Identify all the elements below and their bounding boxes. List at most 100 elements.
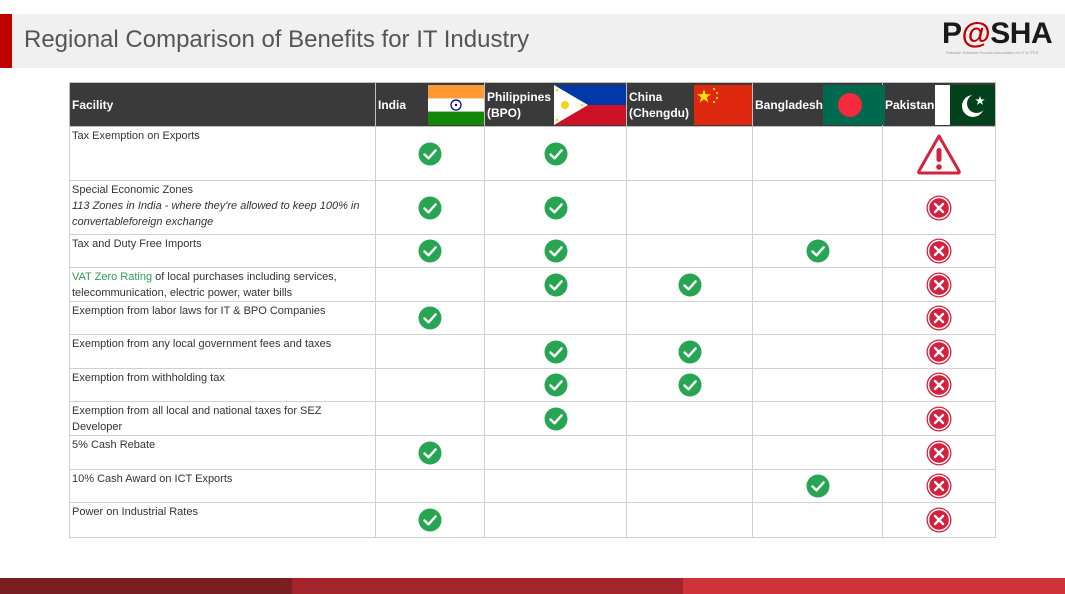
mark-cell-philippines <box>484 469 627 503</box>
table-row: Exemption from withholding tax <box>69 368 996 402</box>
facility-text: Exemption from all local and national ta… <box>72 405 322 433</box>
check-icon <box>418 142 442 165</box>
mark-cell-india <box>375 401 485 436</box>
mark-cell-pakistan <box>882 401 996 436</box>
cross-icon <box>926 305 952 331</box>
slide-title: Regional Comparison of Benefits for IT I… <box>24 26 530 53</box>
table-row: Exemption from any local government fees… <box>69 334 996 369</box>
header-philippines: Philippines (BPO) <box>484 82 627 127</box>
mark-cell-pakistan <box>882 301 996 335</box>
accent-bar <box>0 14 12 68</box>
mark-cell-bangladesh <box>752 234 883 268</box>
table-row: Exemption from all local and national ta… <box>69 401 996 436</box>
philippines-flag-icon <box>554 84 626 125</box>
header-facility: Facility <box>69 82 376 127</box>
check-icon <box>544 273 567 296</box>
benefits-table: Facility India Philippines (BPO) <box>69 82 996 538</box>
logo-text-b: SHA <box>990 17 1053 50</box>
mark-cell-bangladesh <box>752 401 883 436</box>
mark-cell-bangladesh <box>752 180 883 235</box>
mark-cell-philippines <box>484 401 627 436</box>
table-row: 5% Cash Rebate <box>69 435 996 470</box>
facility-cell: Exemption from withholding tax <box>69 368 376 402</box>
check-icon <box>806 474 829 498</box>
facility-cell: Exemption from labor laws for IT & BPO C… <box>69 301 376 335</box>
check-icon <box>544 239 567 263</box>
mark-cell-pakistan <box>882 435 996 470</box>
mark-cell-india <box>375 435 485 470</box>
mark-cell-india <box>375 368 485 402</box>
mark-cell-philippines <box>484 126 627 181</box>
facility-text: of local purchases including services, t… <box>72 271 337 299</box>
facility-text: Exemption from any local government fees… <box>72 338 332 350</box>
cross-icon <box>926 507 952 533</box>
facility-text: 5% Cash Rebate <box>72 439 156 451</box>
table-row: Special Economic Zones 113 Zones in India… <box>69 180 996 235</box>
bangladesh-flag-icon <box>823 84 886 125</box>
check-icon <box>544 340 567 363</box>
china-flag-icon <box>694 84 752 125</box>
mark-cell-pakistan <box>882 267 996 302</box>
check-icon <box>544 373 567 397</box>
mark-cell-bangladesh <box>752 301 883 335</box>
mark-cell-philippines <box>484 368 627 402</box>
facility-text: Tax Exemption on Exports <box>72 130 200 142</box>
pasha-logo: P@SHA Pakistan Software Houses Associati… <box>942 18 1060 62</box>
cross-icon <box>926 195 952 220</box>
mark-cell-philippines <box>484 301 627 335</box>
check-icon <box>544 142 567 165</box>
mark-cell-philippines <box>484 502 627 538</box>
mark-cell-china <box>626 502 753 538</box>
facility-highlight: VAT Zero Rating <box>72 271 153 283</box>
mark-cell-china <box>626 234 753 268</box>
cross-icon <box>926 473 952 499</box>
mark-cell-india <box>375 502 485 538</box>
header-china: China (Chengdu) <box>626 82 753 127</box>
table-row: Tax Exemption on Exports <box>69 126 996 181</box>
facility-text: Special Economic Zones <box>72 184 194 196</box>
facility-text: 10% Cash Award on ICT Exports <box>72 473 233 485</box>
mark-cell-china <box>626 469 753 503</box>
check-icon <box>678 340 701 363</box>
facility-cell: Exemption from all local and national ta… <box>69 401 376 436</box>
mark-cell-india <box>375 469 485 503</box>
mark-cell-china <box>626 126 753 181</box>
check-icon <box>418 239 442 263</box>
mark-cell-china <box>626 334 753 369</box>
mark-cell-china <box>626 401 753 436</box>
title-band <box>0 14 1065 68</box>
table-row: Exemption from labor laws for IT & BPO C… <box>69 301 996 335</box>
footer-band-light <box>683 578 1065 594</box>
cross-icon <box>926 339 952 364</box>
mark-cell-china <box>626 267 753 302</box>
pakistan-flag-icon <box>935 84 995 125</box>
mark-cell-pakistan <box>882 126 996 181</box>
mark-cell-pakistan <box>882 368 996 402</box>
logo-text-a: P <box>942 17 962 50</box>
mark-cell-pakistan <box>882 234 996 268</box>
facility-cell: Exemption from any local government fees… <box>69 334 376 369</box>
cross-icon <box>926 440 952 465</box>
mark-cell-pakistan <box>882 334 996 369</box>
facility-note: 113 Zones in India - where they're allow… <box>72 200 360 228</box>
check-icon <box>418 441 442 464</box>
mark-cell-philippines <box>484 267 627 302</box>
mark-cell-china <box>626 180 753 235</box>
mark-cell-bangladesh <box>752 502 883 538</box>
logo-tagline: Pakistan Software Houses Association for… <box>946 50 1039 55</box>
facility-cell: Special Economic Zones 113 Zones in India… <box>69 180 376 235</box>
table-row: Tax and Duty Free Imports <box>69 234 996 268</box>
mark-cell-china <box>626 368 753 402</box>
mark-cell-india <box>375 126 485 181</box>
mark-cell-bangladesh <box>752 267 883 302</box>
facility-text: Exemption from labor laws for IT & BPO C… <box>72 305 326 317</box>
mark-cell-india <box>375 301 485 335</box>
header-bangladesh: Bangladesh <box>752 82 886 127</box>
mark-cell-bangladesh <box>752 469 883 503</box>
facility-cell: Tax and Duty Free Imports <box>69 234 376 268</box>
facility-cell: Tax Exemption on Exports <box>69 126 376 181</box>
check-icon <box>544 196 567 219</box>
facility-text: Power on Industrial Rates <box>72 506 198 518</box>
mark-cell-philippines <box>484 234 627 268</box>
check-icon <box>418 508 442 532</box>
